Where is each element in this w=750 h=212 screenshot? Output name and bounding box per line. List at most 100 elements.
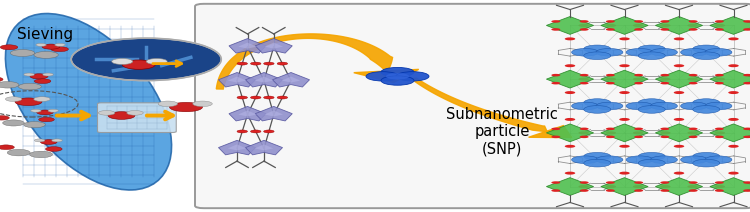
Polygon shape xyxy=(546,178,594,195)
Text: Subnanometric
particle
(SNP): Subnanometric particle (SNP) xyxy=(446,107,558,156)
Circle shape xyxy=(193,101,212,107)
Circle shape xyxy=(693,45,720,53)
Polygon shape xyxy=(238,43,256,49)
Polygon shape xyxy=(710,70,750,88)
Circle shape xyxy=(24,73,34,76)
Circle shape xyxy=(626,156,653,163)
Circle shape xyxy=(584,52,610,60)
Circle shape xyxy=(551,136,560,138)
Circle shape xyxy=(634,20,644,23)
Circle shape xyxy=(580,181,589,184)
Circle shape xyxy=(650,102,677,110)
Circle shape xyxy=(264,130,274,133)
Circle shape xyxy=(728,37,739,40)
Circle shape xyxy=(638,159,665,167)
Polygon shape xyxy=(601,178,648,195)
Circle shape xyxy=(551,181,560,184)
Circle shape xyxy=(606,24,616,27)
Circle shape xyxy=(596,102,623,110)
Circle shape xyxy=(715,82,724,84)
Circle shape xyxy=(10,50,34,56)
Circle shape xyxy=(715,128,724,130)
Polygon shape xyxy=(710,17,750,34)
Circle shape xyxy=(715,136,724,138)
Circle shape xyxy=(674,37,684,40)
Circle shape xyxy=(5,97,22,101)
Circle shape xyxy=(743,128,750,130)
Circle shape xyxy=(660,185,670,188)
Circle shape xyxy=(551,128,560,130)
Circle shape xyxy=(660,136,669,138)
Circle shape xyxy=(620,37,630,40)
Text: Sieving: Sieving xyxy=(16,26,73,42)
Circle shape xyxy=(743,189,750,192)
Circle shape xyxy=(728,145,739,148)
Circle shape xyxy=(565,91,575,94)
Circle shape xyxy=(715,74,724,76)
Polygon shape xyxy=(245,73,283,87)
Circle shape xyxy=(606,82,615,84)
Circle shape xyxy=(743,82,750,84)
Polygon shape xyxy=(546,124,594,142)
Circle shape xyxy=(572,49,598,56)
Polygon shape xyxy=(255,144,273,151)
Circle shape xyxy=(584,45,610,53)
Polygon shape xyxy=(601,124,648,142)
Polygon shape xyxy=(218,140,256,155)
Circle shape xyxy=(638,99,665,106)
Polygon shape xyxy=(245,140,283,155)
Circle shape xyxy=(18,83,41,90)
Circle shape xyxy=(634,181,644,184)
Circle shape xyxy=(3,120,24,126)
Circle shape xyxy=(680,156,707,163)
Circle shape xyxy=(620,91,630,94)
Circle shape xyxy=(55,43,65,46)
Polygon shape xyxy=(601,17,648,34)
Circle shape xyxy=(660,74,669,76)
Circle shape xyxy=(578,78,589,81)
Circle shape xyxy=(728,118,739,121)
Circle shape xyxy=(578,24,589,27)
Circle shape xyxy=(660,189,669,192)
Circle shape xyxy=(693,152,720,160)
Circle shape xyxy=(638,152,665,160)
Circle shape xyxy=(551,189,560,192)
Circle shape xyxy=(43,73,53,76)
Circle shape xyxy=(264,62,274,65)
Circle shape xyxy=(687,185,698,188)
Circle shape xyxy=(688,136,698,138)
Circle shape xyxy=(127,110,143,115)
Circle shape xyxy=(688,181,698,184)
Circle shape xyxy=(743,74,750,76)
Circle shape xyxy=(638,45,665,53)
Polygon shape xyxy=(710,178,750,195)
Circle shape xyxy=(660,131,670,134)
Circle shape xyxy=(596,156,623,163)
Circle shape xyxy=(572,156,598,163)
Circle shape xyxy=(34,52,58,58)
Polygon shape xyxy=(255,39,292,53)
Circle shape xyxy=(715,20,724,23)
Circle shape xyxy=(381,67,414,77)
Circle shape xyxy=(660,78,670,81)
Circle shape xyxy=(366,72,399,81)
Circle shape xyxy=(674,64,684,67)
Circle shape xyxy=(40,140,57,144)
Circle shape xyxy=(693,106,720,113)
Circle shape xyxy=(264,96,274,99)
Circle shape xyxy=(743,20,750,23)
Circle shape xyxy=(633,185,644,188)
Circle shape xyxy=(36,43,46,46)
Polygon shape xyxy=(265,43,283,49)
Circle shape xyxy=(688,28,698,31)
Circle shape xyxy=(48,109,58,112)
Circle shape xyxy=(705,156,732,163)
Circle shape xyxy=(565,172,575,175)
Circle shape xyxy=(634,28,644,31)
Circle shape xyxy=(728,64,739,67)
Circle shape xyxy=(688,128,698,130)
Circle shape xyxy=(39,117,54,122)
Polygon shape xyxy=(228,144,246,151)
Circle shape xyxy=(146,59,167,64)
Circle shape xyxy=(578,131,589,134)
